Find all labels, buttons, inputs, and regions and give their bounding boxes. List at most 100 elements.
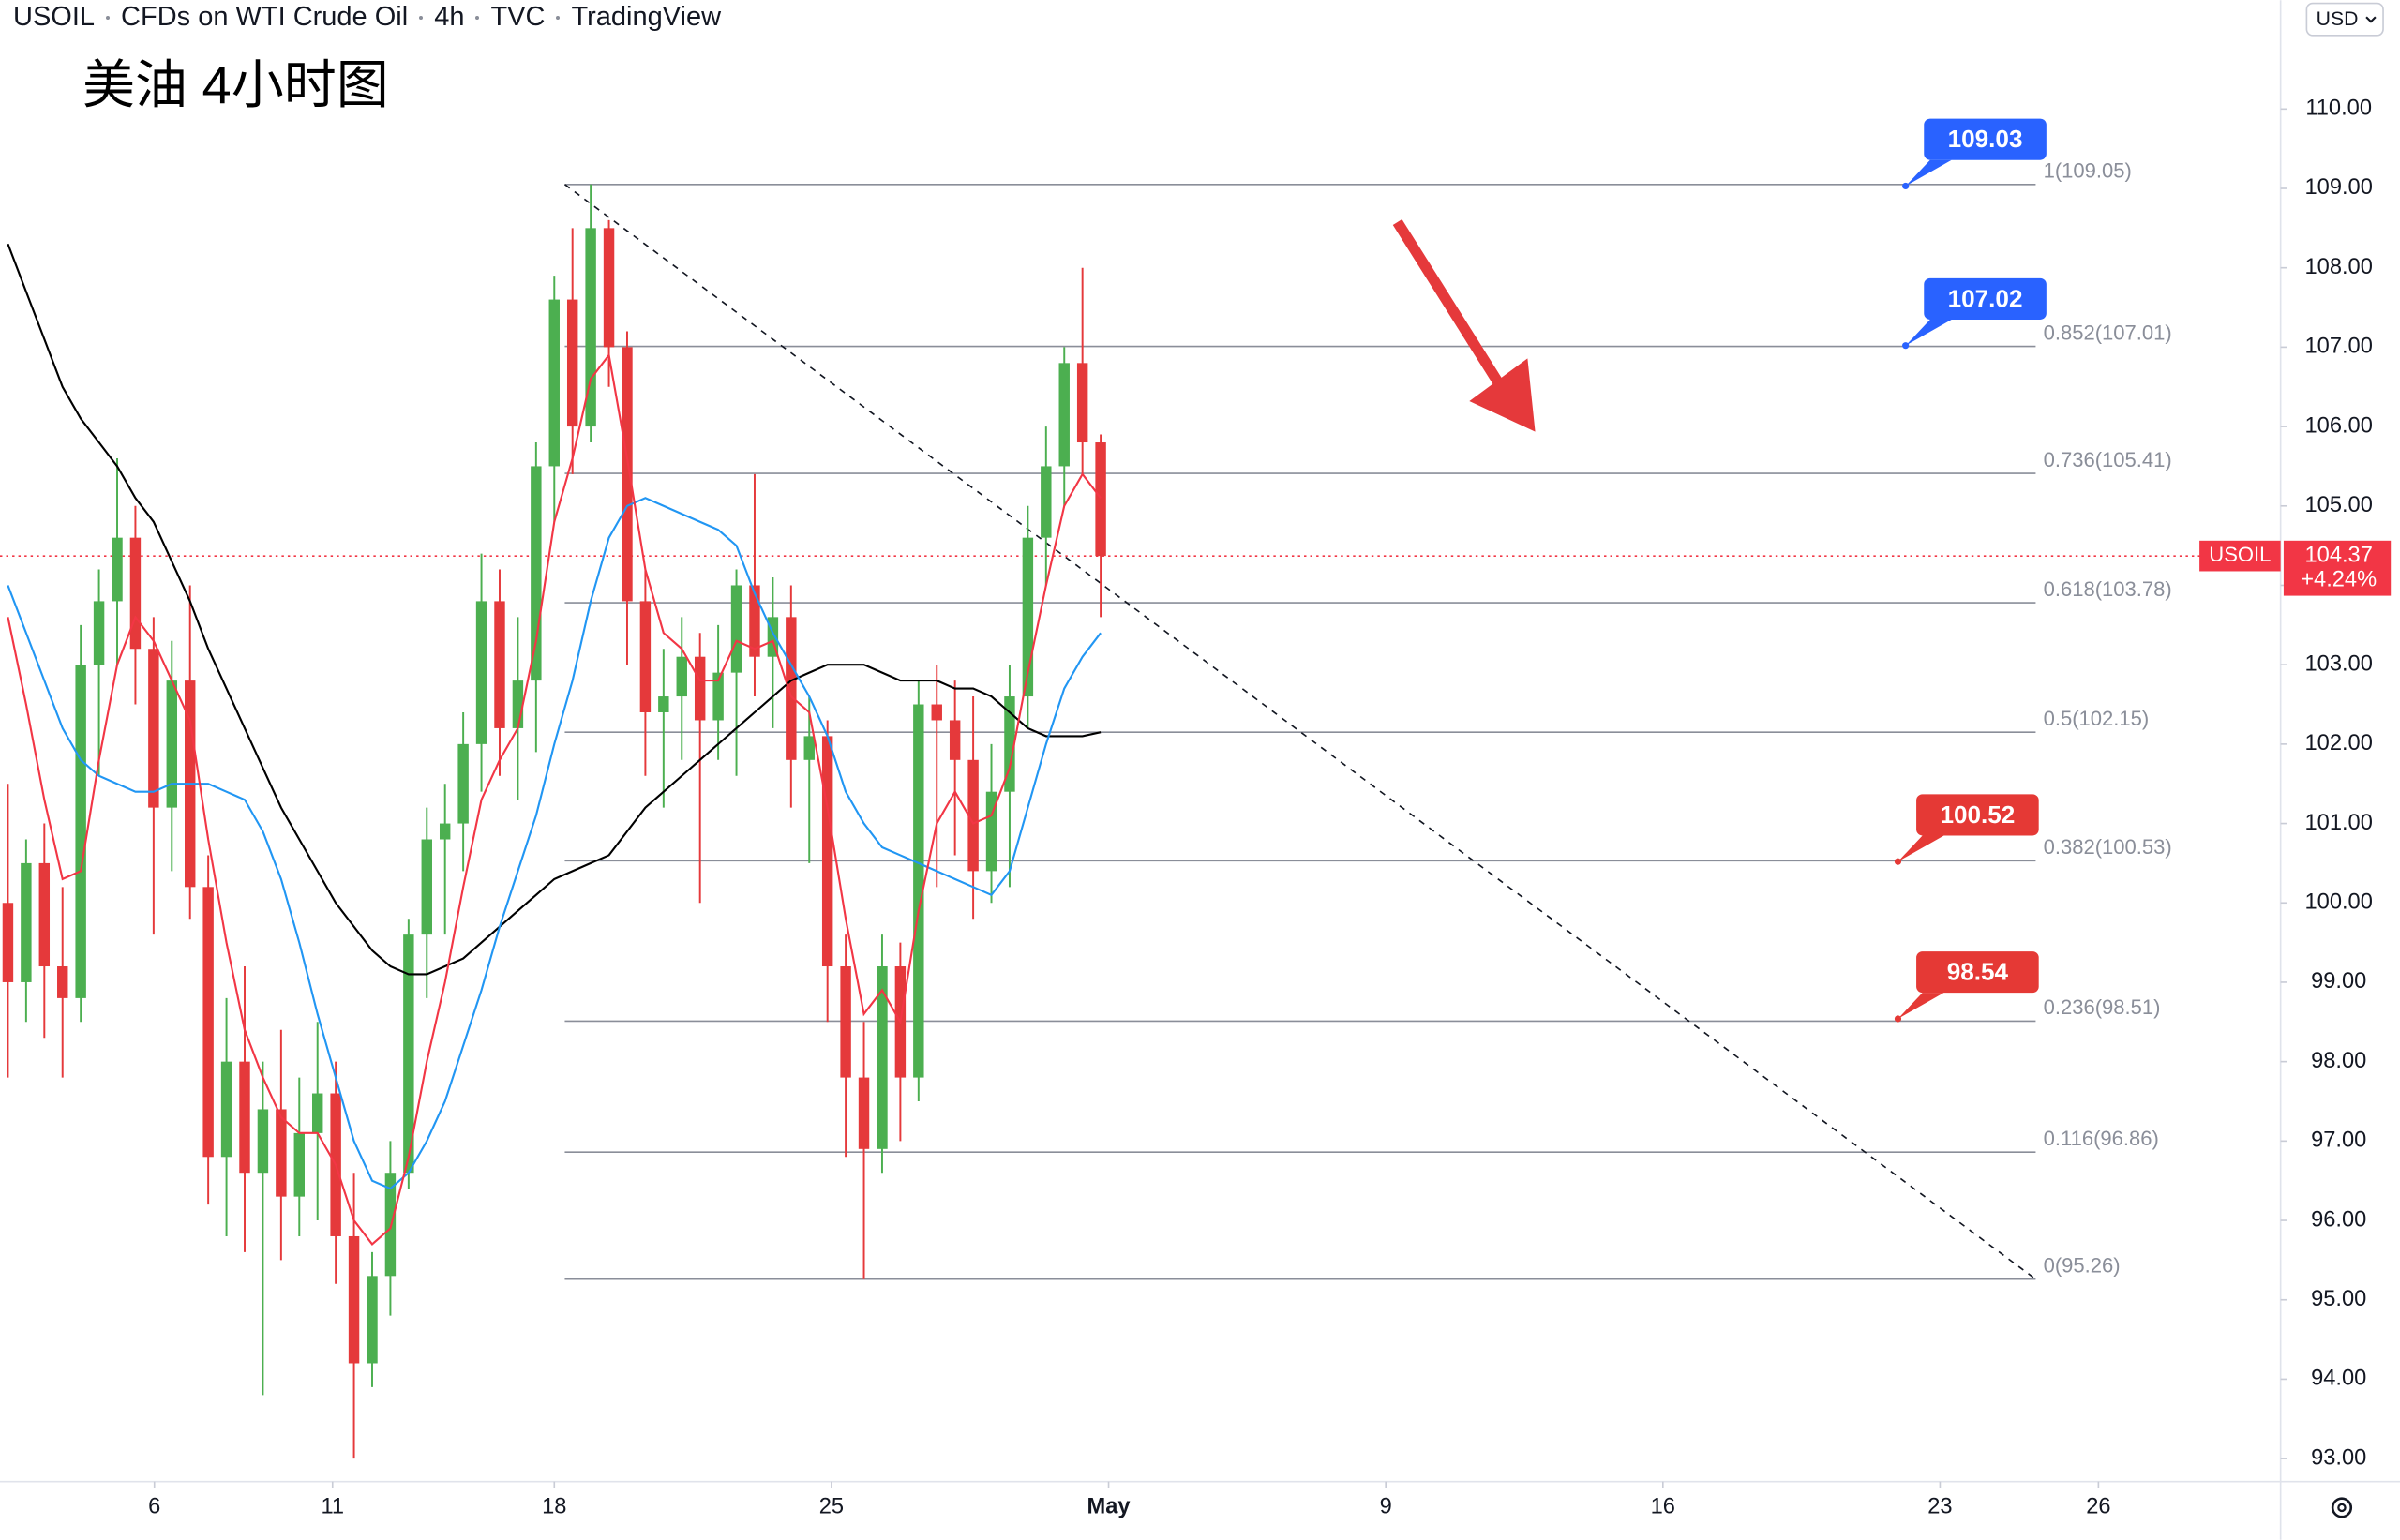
target-box <box>1916 794 2039 836</box>
y-tick-label: 101.00 <box>2305 811 2373 835</box>
y-tick-label: 100.00 <box>2305 890 2373 915</box>
separator <box>556 15 561 20</box>
y-tick-label: 109.00 <box>2305 175 2373 200</box>
y-tick-label: 107.00 <box>2305 335 2373 359</box>
x-tick-label: 26 <box>2086 1495 2110 1519</box>
trend-arrow-shaft <box>1392 218 1511 398</box>
instrument-name: CFDs on WTI Crude Oil <box>121 2 409 32</box>
y-tick-label: 108.00 <box>2305 255 2373 279</box>
candle-body <box>730 585 742 673</box>
candle-body <box>439 823 451 840</box>
source: TradingView <box>571 2 722 32</box>
candle-body <box>949 720 961 760</box>
price-tag <box>2283 540 2392 596</box>
candle-body <box>786 617 797 760</box>
candle-body <box>749 585 760 657</box>
candle-body <box>658 696 669 712</box>
separator <box>106 15 111 20</box>
candle-body <box>2 903 14 982</box>
settings-icon[interactable] <box>2331 1497 2353 1518</box>
separator <box>419 15 424 20</box>
candle-body <box>803 736 815 760</box>
x-tick-label: 25 <box>819 1495 844 1519</box>
y-tick-label: 93.00 <box>2311 1445 2366 1470</box>
candle-body <box>367 1276 378 1364</box>
candle-body <box>512 680 524 728</box>
interval: 4h <box>434 2 465 32</box>
y-tick-label: 102.00 <box>2305 731 2373 755</box>
fib-level-label: 0.5(102.15) <box>2044 707 2150 730</box>
candle-body <box>202 887 214 1158</box>
y-tick-label: 94.00 <box>2311 1367 2366 1391</box>
candle-body <box>276 1109 287 1197</box>
candle-body <box>311 1093 323 1133</box>
y-tick-label: 103.00 <box>2305 651 2373 676</box>
candle-body <box>712 672 724 721</box>
fib-level-label: 0.236(98.51) <box>2044 995 2161 1019</box>
fib-level-label: 0.618(103.78) <box>2044 577 2172 601</box>
candle-body <box>57 966 68 998</box>
candle-body <box>75 665 86 998</box>
trend-arrow-head <box>1469 358 1536 432</box>
candle-body <box>220 1061 232 1158</box>
candle-body <box>239 1061 250 1174</box>
target-anchor <box>1894 858 1902 865</box>
target-label: 98.54 <box>1947 958 2009 986</box>
target-label: 107.02 <box>1948 284 2023 312</box>
moving-average-line <box>7 497 1102 1190</box>
candle-body <box>458 743 469 824</box>
candle-body <box>1095 442 1106 557</box>
chart-header: USOIL CFDs on WTI Crude Oil 4h TVC Tradi… <box>13 2 721 33</box>
target-label: 109.03 <box>1948 125 2023 153</box>
currency-button[interactable] <box>2305 2 2384 37</box>
symbol-tag <box>2199 540 2281 572</box>
plot-area: 1(109.05) 0.852(107.01) 0.736(105.41) 0.618… <box>0 118 2281 1459</box>
candle-body <box>129 537 142 650</box>
candle-body <box>257 1109 269 1174</box>
x-tick-label: 6 <box>148 1495 160 1519</box>
x-tick-label: May <box>1088 1495 1132 1519</box>
fib-level-label: 0.382(100.53) <box>2044 835 2172 859</box>
y-tick-label: 99.00 <box>2311 969 2366 994</box>
target-label: 100.52 <box>1940 800 2015 829</box>
candle-body <box>1058 363 1070 467</box>
x-tick-label: 9 <box>1380 1495 1392 1519</box>
settings-gear-ring <box>2331 1497 2353 1518</box>
candle-body <box>93 601 105 665</box>
y-tick-label: 97.00 <box>2311 1129 2366 1153</box>
candle-body <box>694 656 706 721</box>
axes: 93.00 94.00 95.00 96.00 97.00 98.00 99.00 100.0… <box>148 97 2392 1519</box>
candle-body <box>421 839 432 935</box>
settings-gear-hub <box>2337 1503 2347 1513</box>
candle-body <box>931 704 942 721</box>
price-tag-value: 104.37 <box>2305 543 2373 567</box>
y-tick-label: 96.00 <box>2311 1207 2366 1232</box>
exchange: TVC <box>490 2 546 32</box>
target-box <box>1924 118 2047 160</box>
candle-body <box>475 601 488 744</box>
candle-body <box>1004 696 1015 792</box>
candle-body <box>566 299 578 427</box>
y-tick-label: 95.00 <box>2311 1287 2366 1311</box>
candle-body <box>494 601 505 728</box>
target-box <box>1916 951 2039 994</box>
candle-body <box>166 680 178 808</box>
candle-body <box>858 1077 870 1149</box>
target-box <box>1924 277 2047 320</box>
x-tick-label: 18 <box>542 1495 566 1519</box>
target-anchor <box>1902 342 1910 350</box>
annotations <box>1392 218 1536 432</box>
x-tick-label: 16 <box>1651 1495 1675 1519</box>
candle-body <box>913 704 924 1078</box>
candle-body <box>639 601 652 712</box>
candle-body <box>676 656 687 697</box>
annotation-title: 美油 4小时图 <box>82 55 389 114</box>
candle-body <box>968 759 979 872</box>
fib-level-label: 1(109.05) <box>2044 159 2132 183</box>
symbol-tag-label: USOIL <box>2209 543 2271 566</box>
x-tick-label: 11 <box>321 1495 344 1519</box>
candle-body <box>767 617 779 657</box>
target-anchor <box>1894 1015 1902 1023</box>
y-tick-label: 98.00 <box>2311 1049 2366 1073</box>
